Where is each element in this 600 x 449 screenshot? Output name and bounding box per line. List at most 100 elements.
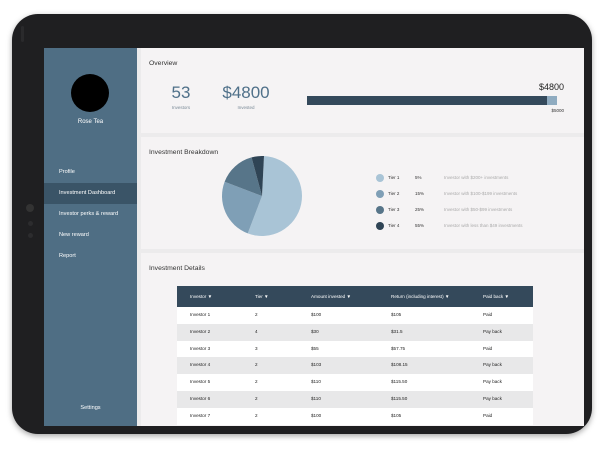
legend-percent: 5% — [415, 175, 422, 180]
cell-investor: Investor 6 — [190, 395, 211, 401]
cell-return: $115.50 — [391, 379, 408, 385]
pie-slice-tier-3 — [222, 181, 262, 234]
legend-tier: Tier 3 — [388, 207, 400, 212]
progress-goal: $5000 — [551, 108, 564, 113]
cell-amount: $103 — [311, 362, 322, 368]
cell-paid-back: Paid — [483, 345, 493, 351]
table-row[interactable]: Investor 6 2 $110 $115.50 Pay back — [177, 390, 533, 408]
sort-icon[interactable]: ▼ — [207, 294, 213, 299]
tablet-frame: Rose Tea Profile Investment Dashboard In… — [12, 14, 592, 434]
cell-return: $105 — [391, 312, 402, 317]
table-row[interactable]: Investor 7 2 $100 $105 Paid — [177, 407, 533, 425]
cell-paid-back: Paid — [483, 312, 493, 317]
cell-amount: $30 — [311, 328, 319, 334]
cell-investor: Investor 4 — [190, 362, 211, 368]
legend-percent: 55% — [415, 223, 425, 228]
column-header-paid-back[interactable]: Paid back ▼ — [483, 294, 510, 299]
legend-description: Investor with less than $49 investments — [444, 223, 523, 228]
cell-tier: 2 — [255, 379, 258, 385]
sort-icon[interactable]: ▼ — [264, 294, 269, 299]
user-name: Rose Tea — [77, 119, 104, 125]
invested-stat: $4800 Invested — [216, 83, 276, 110]
invested-amount: $4800 — [222, 83, 270, 102]
table-row[interactable]: Investor 5 2 $110 $115.50 Pay back — [177, 374, 533, 391]
table-header: Investor ▼ Tier ▼ Amount invested ▼ Retu… — [177, 286, 533, 307]
sidebar-item-investor-perks[interactable]: Investor perks & reward — [59, 211, 119, 217]
breakdown-title: Investment Breakdown — [149, 149, 219, 156]
sidebar-item-settings[interactable]: Settings — [80, 405, 101, 411]
breakdown-panel: Investment Breakdown Tier 1 5% Investor … — [141, 137, 584, 249]
legend-tier: Tier 1 — [388, 175, 400, 180]
cell-amount: $110 — [311, 395, 321, 401]
table-row[interactable]: Investor 1 2 $100 $105 Paid — [177, 307, 533, 324]
legend-percent: 25% — [415, 207, 425, 212]
cell-return: $31.5 — [391, 328, 403, 334]
cell-paid-back: Pay back — [483, 328, 502, 334]
column-header-return[interactable]: Return (including interest) ▼ — [391, 294, 450, 299]
cell-tier: 4 — [255, 328, 258, 334]
pie-slice-tier-1 — [251, 156, 264, 196]
legend-dot — [376, 174, 384, 182]
cell-investor: Investor 5 — [190, 379, 211, 385]
sort-icon[interactable]: ▼ — [444, 294, 450, 299]
cell-return: $115.50 — [391, 395, 408, 401]
column-header-amount[interactable]: Amount invested ▼ — [311, 294, 352, 299]
cell-paid-back: Pay back — [483, 395, 502, 401]
sensor-dot — [28, 221, 33, 226]
sidebar-item-investment-dashboard[interactable]: Investment Dashboard — [44, 183, 137, 204]
legend-tier: Tier 2 — [388, 191, 400, 196]
legend-dot — [376, 190, 384, 198]
investment-table: Investor ▼ Tier ▼ Amount invested ▼ Retu… — [177, 286, 533, 425]
cell-investor: Investor 7 — [190, 412, 211, 418]
sidebar-item-profile[interactable]: Profile — [59, 169, 75, 175]
table-row[interactable]: Investor 2 4 $30 $31.5 Pay back — [177, 323, 533, 341]
sidebar-item-report[interactable]: Report — [59, 253, 76, 259]
column-header-investor[interactable]: Investor ▼ — [190, 294, 213, 299]
sort-icon[interactable]: ▼ — [504, 294, 510, 299]
main-content: Overview 53 Investors $4800 Invested $48… — [141, 48, 584, 426]
progress-amount: $4800 — [538, 82, 564, 92]
cell-return: $108.15 — [391, 362, 408, 368]
avatar[interactable] — [71, 74, 109, 112]
breakdown-pie-chart — [222, 156, 303, 236]
legend-dot — [376, 206, 384, 214]
details-title: Investment Details — [149, 265, 205, 272]
tablet-side-button — [21, 26, 24, 42]
pie-slice-tier-4 — [247, 156, 303, 236]
investors-stat: 53 Investors — [166, 83, 196, 110]
cell-return: $57.75 — [391, 345, 406, 351]
cell-paid-back: Pay back — [483, 362, 502, 368]
investors-label: Investors — [171, 105, 191, 110]
legend-dot — [376, 222, 384, 230]
legend-tier: Tier 4 — [388, 223, 400, 228]
cell-paid-back: Paid — [483, 412, 493, 418]
app-screen: Rose Tea Profile Investment Dashboard In… — [44, 48, 584, 426]
sort-icon[interactable]: ▼ — [346, 294, 352, 299]
sidebar-nav: Profile Investment Dashboard Investor pe… — [44, 162, 137, 267]
funding-progress-fill — [307, 96, 547, 105]
table-row[interactable]: Investor 3 3 $55 $57.75 Paid — [177, 340, 533, 358]
cell-investor: Investor 1 — [190, 312, 211, 317]
table-row[interactable]: Investor 4 2 $103 $108.15 Pay back — [177, 357, 533, 375]
cell-amount: $55 — [311, 345, 319, 351]
sidebar: Rose Tea Profile Investment Dashboard In… — [44, 48, 137, 426]
details-panel: Investment Details Investor ▼ Tier ▼ Amo… — [141, 253, 584, 426]
cell-investor: Investor 3 — [190, 345, 211, 351]
funding-progress-bar — [307, 96, 557, 105]
invested-label: Invested — [237, 105, 255, 110]
cell-tier: 2 — [255, 312, 258, 317]
legend-description: Investor with $50-$99 investments — [444, 207, 513, 212]
cell-investor: Investor 2 — [190, 328, 211, 334]
cell-return: $105 — [391, 412, 402, 418]
cell-amount: $100 — [311, 312, 322, 317]
column-header-tier[interactable]: Tier ▼ — [255, 294, 269, 299]
cell-tier: 3 — [255, 345, 258, 351]
cell-tier: 2 — [255, 412, 258, 418]
investors-count: 53 — [171, 83, 191, 102]
sidebar-item-new-reward[interactable]: New reward — [59, 232, 89, 238]
cell-tier: 2 — [255, 362, 258, 368]
sensor-dot — [28, 233, 33, 238]
cell-tier: 2 — [255, 395, 258, 401]
overview-panel: Overview 53 Investors $4800 Invested $48… — [141, 48, 584, 133]
cell-amount: $110 — [311, 379, 321, 385]
